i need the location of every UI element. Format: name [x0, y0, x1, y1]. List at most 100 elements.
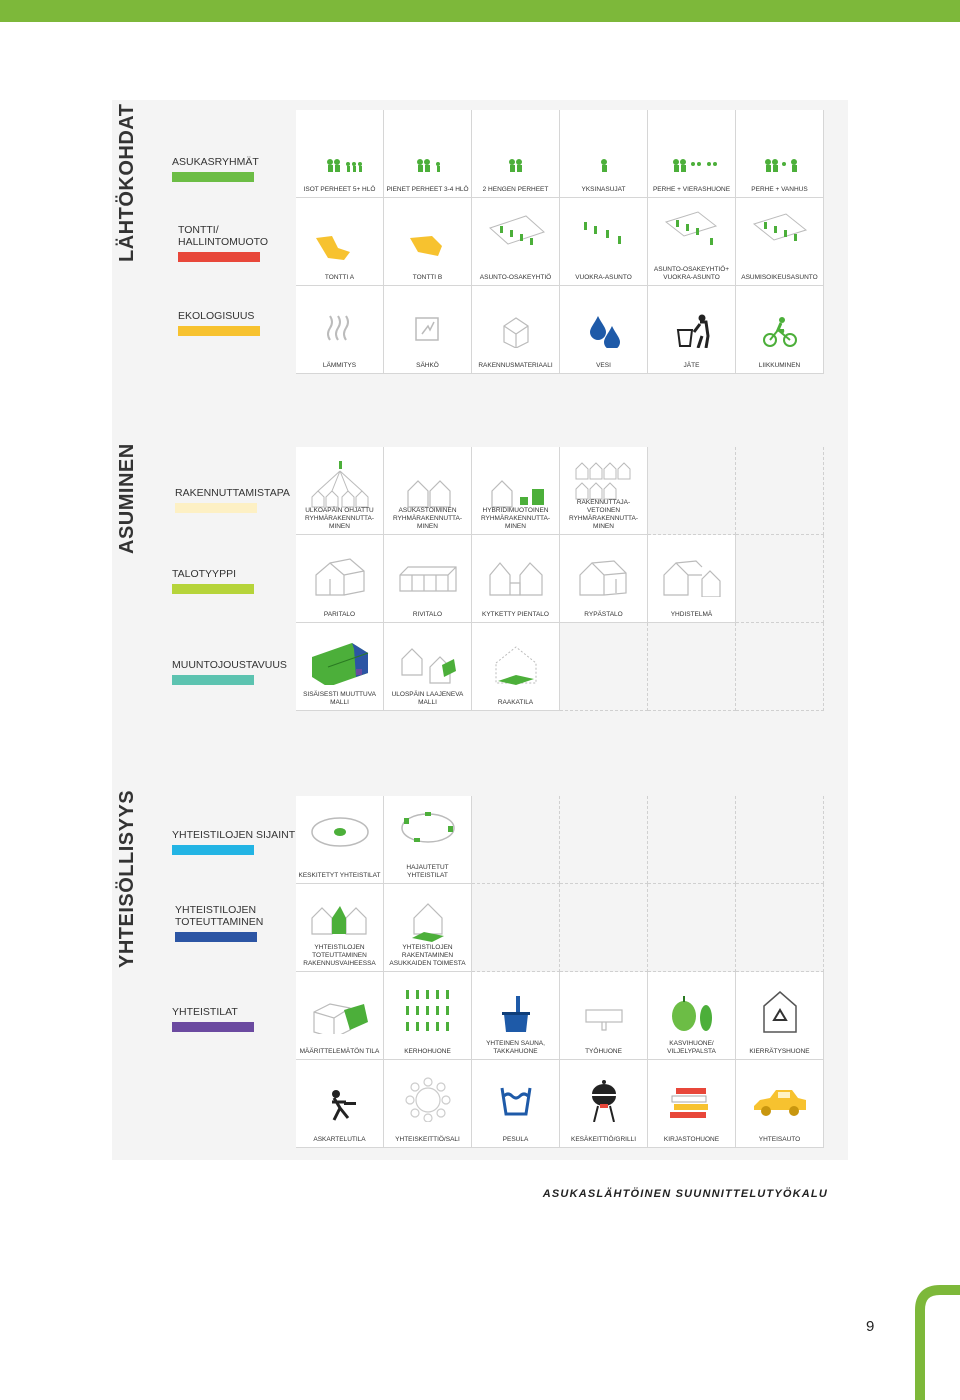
cell-rakentaminen-asukkaiden-toimesta[interactable]: YHTEISTILOJEN RAKENTAMINEN ASUKKAIDEN TO… — [384, 884, 472, 972]
cell-tyohuone[interactable]: TYÖHUONE — [560, 972, 648, 1060]
resident-built-icon — [412, 903, 444, 942]
category-asukasryhmat: ASUKASRYHMÄT — [172, 156, 259, 182]
cell-rypastalo[interactable]: RYPÄSTALO — [560, 535, 648, 623]
empty-cell — [560, 884, 648, 972]
cell-isot-perheet[interactable]: ISOT PERHEET 5+ HLÖ — [296, 110, 384, 198]
cell-jate[interactable]: JÄTE — [648, 286, 736, 374]
cell-yhdistelma[interactable]: YHDISTELMÄ — [648, 535, 736, 623]
cell-label: PERHE + VANHUS — [751, 186, 808, 193]
cell-pienet-perheet[interactable]: PIENET PERHEET 3-4 HLÖ — [384, 110, 472, 198]
cell-label: SISÄISESTI MUUTTUVA MALLI — [303, 691, 376, 706]
raw-space-icon — [495, 646, 537, 685]
cell-label: YHTEISTILOJEN RAKENTAMINEN ASUKKAIDEN TO… — [389, 944, 466, 967]
dining-table-icon — [405, 1077, 451, 1122]
cell-rivitalo[interactable]: RIVITALO — [384, 535, 472, 623]
cell-askartelutila[interactable]: ASKARTELUTILA — [296, 1060, 384, 1148]
developer-houses-icon — [575, 462, 631, 500]
cell-sahko[interactable]: SÄHKÖ — [384, 286, 472, 374]
section-title-yhteisollisyys: YHTEISÖLLISYYS — [116, 789, 138, 968]
expanding-house-icon — [401, 648, 456, 684]
cell-tontti-b[interactable]: TONTTI B — [384, 198, 472, 286]
cell-keskitetyt-yhteistilat[interactable]: KESKITETYT YHTEISTILAT — [296, 796, 384, 884]
cell-asumisoikeusasunto[interactable]: ASUMISOIKEUSASUNTO — [736, 198, 824, 286]
cell-label: RAKENNUSMATERIAALI — [478, 362, 553, 369]
empty-cell — [472, 884, 560, 972]
cell-osakeyhtio-vuokra[interactable]: ASUNTO-OSAKEYHTIÖ+ VUOKRA-ASUNTO — [648, 198, 736, 286]
cell-kytketty-pientalo[interactable]: KYTKETTY PIENTALO — [472, 535, 560, 623]
cell-kesakeittio[interactable]: KESÄKEITTIÖ/GRILLI — [560, 1060, 648, 1148]
cell-ulkoapain-ohjattu[interactable]: ULKOAPÄIN OHJATTU RYHMÄRAKENNUTTA-MINEN — [296, 447, 384, 535]
cell-kirjastohuone[interactable]: KIRJASTOHUONE — [648, 1060, 736, 1148]
people-icon — [327, 159, 362, 172]
building-material-icon — [503, 317, 529, 348]
recycling-icon — [763, 991, 797, 1033]
cell-kerhohuone[interactable]: KERHOHUONE — [384, 972, 472, 1060]
cell-label: YHTEISTILOJEN TOTEUTTAMINEN RAKENNUSVAIH… — [303, 944, 376, 967]
cell-tontti-a[interactable]: TONTTI A — [296, 198, 384, 286]
cell-toteuttaminen-rakennusvaiheessa[interactable]: YHTEISTILOJEN TOTEUTTAMINEN RAKENNUSVAIH… — [296, 884, 384, 972]
cell-perhe-vierashuone[interactable]: PERHE + VIERASHUONE — [648, 110, 736, 198]
housing-company-icon — [489, 215, 545, 245]
cell-paritalo[interactable]: PARITALO — [296, 535, 384, 623]
cell-label: TONTTI B — [412, 274, 443, 281]
section-title-asuminen: ASUMINEN — [116, 443, 138, 554]
cell-vuokra-asunto[interactable]: VUOKRA-ASUNTO — [560, 198, 648, 286]
family-elder-icon — [765, 159, 797, 172]
category-ekologisuus: EKOLOGISUUS — [178, 310, 260, 336]
cell-lammitys[interactable]: LÄMMITYS — [296, 286, 384, 374]
waste-bin-icon — [676, 314, 710, 348]
plot-a-icon — [316, 236, 350, 260]
cell-liikkuminen[interactable]: LIIKKUMINEN — [736, 286, 824, 374]
cell-asunto-osakeyhtio[interactable]: ASUNTO-OSAKEYHTIÖ — [472, 198, 560, 286]
cell-vesi[interactable]: VESI — [560, 286, 648, 374]
cell-kierratyshuone[interactable]: KIERRÄTYSHUONE — [736, 972, 824, 1060]
cell-hybridimuotoinen[interactable]: HYBRIDIMUOTOINEN RYHMÄRAKENNUTTA-MINEN — [472, 447, 560, 535]
cell-label: KESÄKEITTIÖ/GRILLI — [570, 1136, 637, 1143]
cell-label: SÄHKÖ — [416, 362, 439, 369]
cell-sisaisesti-muuttuva[interactable]: SISÄISESTI MUUTTUVA MALLI — [296, 623, 384, 711]
cell-raakatila[interactable]: RAAKATILA — [472, 623, 560, 711]
cell-label: YHTEISKEITTIÖ/SALI — [395, 1136, 460, 1143]
person-icon — [601, 159, 607, 172]
cell-label: PIENET PERHEET 3-4 HLÖ — [386, 186, 469, 193]
cell-ulospain-laajeneva[interactable]: ULOSPÄIN LAAJENEVA MALLI — [384, 623, 472, 711]
cell-label: KIRJASTOHUONE — [663, 1136, 720, 1143]
empty-cell — [560, 796, 648, 884]
cell-label: PERHE + VIERASHUONE — [652, 186, 731, 193]
empty-cell — [472, 796, 560, 884]
cell-pesula[interactable]: PESULA — [472, 1060, 560, 1148]
cell-label: KERHOHUONE — [404, 1048, 451, 1055]
cell-rakennuttajavetoinen[interactable]: RAKENNUTTAJA-VETOINEN RYHMÄRAKENNUTTA-MI… — [560, 447, 648, 535]
cell-label: TYÖHUONE — [585, 1048, 622, 1055]
cell-label: PARITALO — [323, 611, 356, 618]
cell-label: ASUMISOIKEUSASUNTO — [741, 274, 818, 281]
empty-cell — [736, 796, 824, 884]
empty-cell — [736, 623, 824, 711]
cell-maarittelematon-tila[interactable]: MÄÄRITTELEMÄTÖN TILA — [296, 972, 384, 1060]
centralized-icon — [311, 817, 369, 847]
houses-icon — [407, 480, 451, 508]
cell-yhteinen-sauna[interactable]: YHTEINEN SAUNA, TAKKAHUONE — [472, 972, 560, 1060]
empty-cell — [736, 884, 824, 972]
car-icon — [754, 1090, 806, 1116]
cell-hajautetut-yhteistilat[interactable]: HAJAUTETUT YHTEISTILAT — [384, 796, 472, 884]
cell-yhteisauto[interactable]: YHTEISAUTO — [736, 1060, 824, 1148]
cell-asukastoiminen[interactable]: ASUKASTOIMINEN RYHMÄRAKENNUTTA-MINEN — [384, 447, 472, 535]
cell-perhe-vanhus[interactable]: PERHE + VANHUS — [736, 110, 824, 198]
people-icon — [417, 159, 440, 172]
category-tontti: TONTTI/ HALLINTOMUOTO — [178, 224, 273, 262]
category-yhteistilojen-sijainti: YHTEISTILOJEN SIJAINTI — [172, 829, 298, 855]
cell-2-hengen-perheet[interactable]: 2 HENGEN PERHEET — [472, 110, 560, 198]
cell-yhteiskeittio[interactable]: YHTEISKEITTIÖ/SALI — [384, 1060, 472, 1148]
cell-label: RAKENNUTTAJA-VETOINEN RYHMÄRAKENNUTTA-MI… — [568, 499, 639, 530]
page-number: 9 — [866, 1318, 875, 1335]
cell-label: 2 HENGEN PERHEET — [482, 186, 549, 193]
cell-label: JÄTE — [683, 362, 700, 369]
cell-kasvihuone[interactable]: KASVIHUONE/ VILJELYPALSTA — [648, 972, 736, 1060]
top-accent-bar — [0, 0, 960, 22]
cell-rakennusmateriaali[interactable]: RAKENNUSMATERIAALI — [472, 286, 560, 374]
cell-yksinasujat[interactable]: YKSINASUJAT — [560, 110, 648, 198]
rental-icon — [584, 222, 621, 244]
cell-label: YHTEISAUTO — [758, 1136, 801, 1143]
distributed-icon — [401, 812, 455, 843]
